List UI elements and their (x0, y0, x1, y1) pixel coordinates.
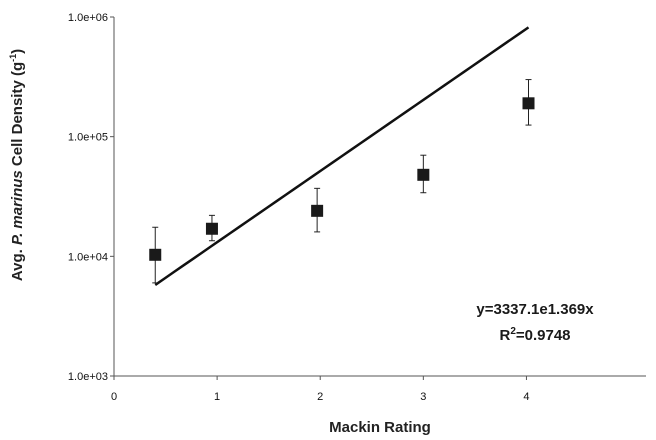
x-tick-label: 4 (523, 391, 529, 403)
x-tick-label: 1 (214, 391, 220, 403)
r-squared-label: R2=0.9748 (499, 326, 570, 344)
y-tick-label: 1.0e+03 (68, 371, 108, 383)
x-tick-label: 0 (111, 391, 117, 403)
trendline-equation: y=3337.1e1.369x (476, 301, 594, 318)
y-axis: 1.0e+03 1.0e+04 1.0e+05 1.0e+06 (68, 12, 115, 383)
y-tick-label: 1.0e+06 (68, 12, 108, 24)
x-axis: 0 1 2 3 4 (111, 375, 646, 403)
trendline-layer (154, 26, 530, 286)
x-axis-title: Mackin Rating (329, 419, 431, 436)
trendline (154, 26, 530, 286)
y-axis-title: Avg. P. marinus Cell Density (g-1) (8, 49, 26, 281)
data-point (417, 168, 430, 181)
x-tick-label: 3 (420, 391, 426, 403)
data-point (205, 222, 218, 235)
data-points-layer (149, 97, 535, 261)
y-tick-label: 1.0e+04 (68, 251, 108, 263)
data-point (311, 204, 324, 217)
x-tick-label: 2 (317, 391, 323, 403)
error-bars-layer (152, 79, 532, 284)
data-point (149, 248, 162, 261)
y-tick-label: 1.0e+05 (68, 132, 108, 144)
data-point (522, 97, 535, 110)
